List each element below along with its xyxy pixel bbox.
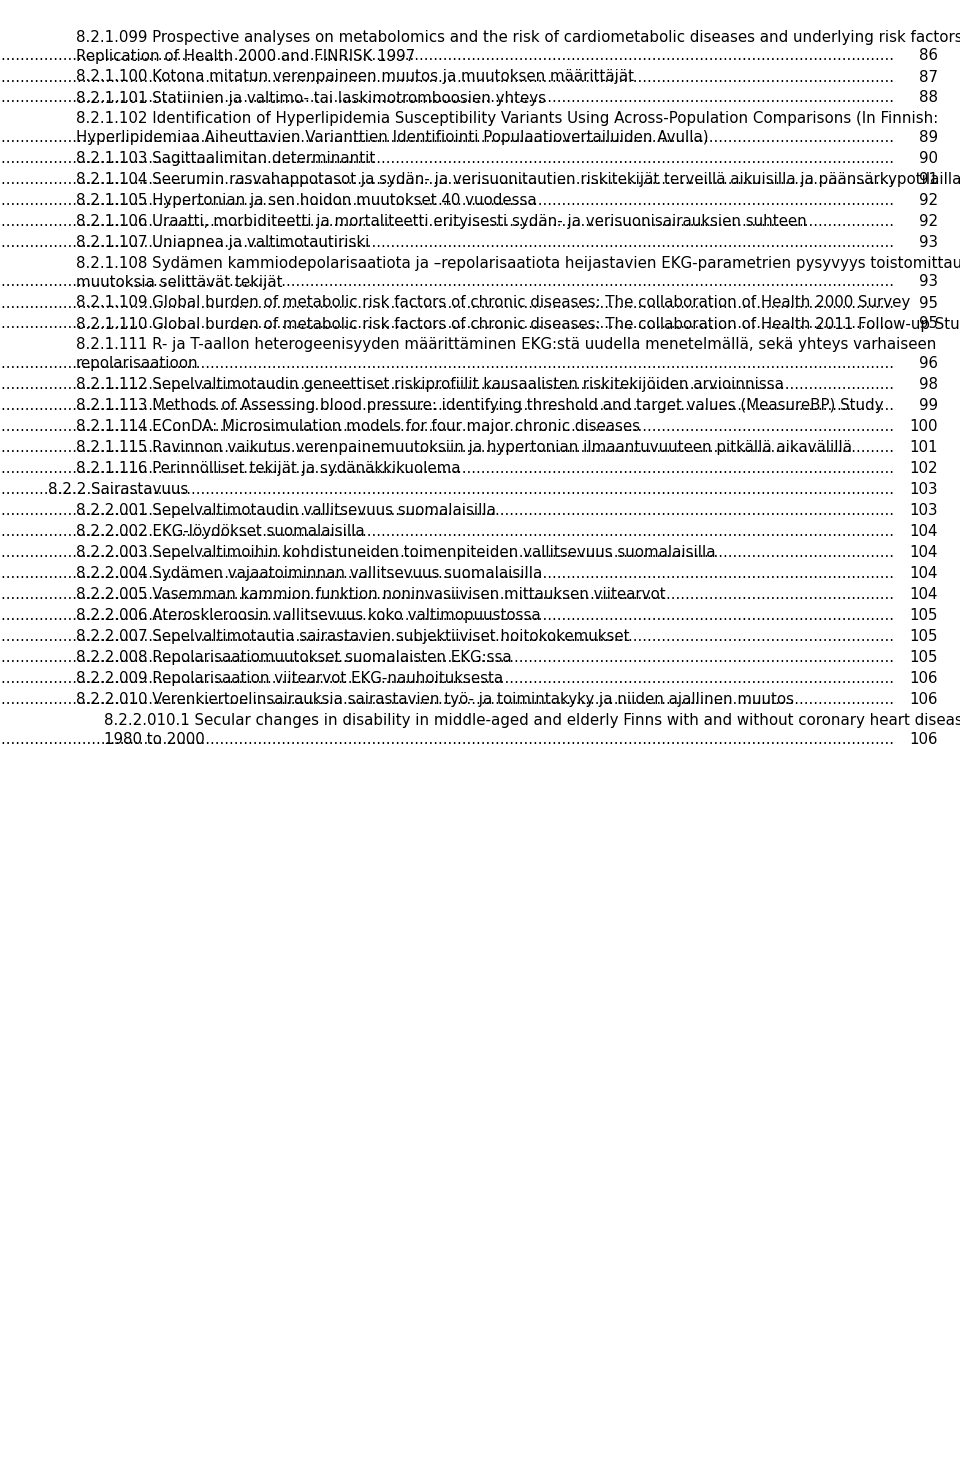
Text: ................................................................................: ........................................… [0,316,894,331]
Text: 8.2.2.010.1 Secular changes in disability in middle-aged and elderly Finns with : 8.2.2.010.1 Secular changes in disabilit… [104,713,960,728]
Text: ................................................................................: ........................................… [0,502,894,519]
Text: ................................................................................: ........................................… [0,48,894,63]
Text: 98: 98 [919,377,938,393]
Text: 89: 89 [919,130,938,145]
Text: 8.2.2.003 Sepelvaltimoihin kohdistuneiden toimenpiteiden vallitsevuus suomalaisi: 8.2.2.003 Sepelvaltimoihin kohdistuneide… [76,545,715,560]
Text: 8.2.1.105 Hypertonian ja sen hoidon muutokset 40 vuodessa: 8.2.1.105 Hypertonian ja sen hoidon muut… [76,193,537,208]
Text: ................................................................................: ........................................… [0,234,894,251]
Text: 99: 99 [919,398,938,413]
Text: 8.2.1.102 Identification of Hyperlipidemia Susceptibility Variants Using Across-: 8.2.1.102 Identification of Hyperlipidem… [76,111,938,126]
Text: 8.2.2.010 Verenkiertoelinsairauksia sairastavien työ- ja toimintakyky ja niiden : 8.2.2.010 Verenkiertoelinsairauksia sair… [76,691,794,708]
Text: 92: 92 [919,193,938,208]
Text: ................................................................................: ........................................… [0,214,894,229]
Text: 105: 105 [909,608,938,623]
Text: 87: 87 [919,69,938,85]
Text: 8.2.1.108 Sydämen kammiodepolarisaatiota ja –repolarisaatiota heijastavien EKG-p: 8.2.1.108 Sydämen kammiodepolarisaatiota… [76,256,960,271]
Text: ................................................................................: ........................................… [0,545,894,560]
Text: 106: 106 [909,691,938,708]
Text: 8.2.2.008 Repolarisaatiomuutokset suomalaisten EKG:ssa: 8.2.2.008 Repolarisaatiomuutokset suomal… [76,650,512,665]
Text: ................................................................................: ........................................… [0,461,894,476]
Text: 104: 104 [909,524,938,539]
Text: 96: 96 [919,356,938,371]
Text: 8.2.1.106 Uraatti, morbiditeetti ja mortaliteetti erityisesti sydän- ja verisuon: 8.2.1.106 Uraatti, morbiditeetti ja mort… [76,214,806,229]
Text: ................................................................................: ........................................… [0,440,894,456]
Text: ................................................................................: ........................................… [0,69,894,85]
Text: ................................................................................: ........................................… [0,628,894,645]
Text: ................................................................................: ........................................… [0,524,894,539]
Text: 95: 95 [919,296,938,311]
Text: ................................................................................: ........................................… [0,731,894,747]
Text: 8.2.2.005 Vasemman kammion funktion noninvasiivisen mittauksen viitearvot: 8.2.2.005 Vasemman kammion funktion noni… [76,587,665,602]
Text: ................................................................................: ........................................… [0,650,894,665]
Text: ................................................................................: ........................................… [0,691,894,708]
Text: ................................................................................: ........................................… [0,356,894,371]
Text: 8.2.1.101 Statiinien ja valtimo- tai laskimotromboosien yhteys: 8.2.1.101 Statiinien ja valtimo- tai las… [76,91,546,105]
Text: ................................................................................: ........................................… [0,171,894,188]
Text: 104: 104 [909,565,938,582]
Text: ................................................................................: ........................................… [0,91,894,105]
Text: 8.2.1.107 Uniapnea ja valtimotautiriski: 8.2.1.107 Uniapnea ja valtimotautiriski [76,234,370,251]
Text: 101: 101 [909,440,938,456]
Text: 90: 90 [919,151,938,166]
Text: ................................................................................: ........................................… [0,398,894,413]
Text: 8.2.2.009 Repolarisaation viitearvot EKG-nauhoituksesta: 8.2.2.009 Repolarisaation viitearvot EKG… [76,671,503,686]
Text: 103: 103 [909,482,938,497]
Text: 95: 95 [919,316,938,331]
Text: 86: 86 [919,48,938,63]
Text: repolarisaatioon: repolarisaatioon [76,356,199,371]
Text: 8.2.2 Sairastavuus: 8.2.2 Sairastavuus [48,482,188,497]
Text: 8.2.1.116 Perinnölliset tekijät ja sydänäkkikuolema: 8.2.1.116 Perinnölliset tekijät ja sydän… [76,461,461,476]
Text: ................................................................................: ........................................… [0,296,894,311]
Text: 8.2.1.110 Global burden of metabolic risk factors of chronic diseases: The colla: 8.2.1.110 Global burden of metabolic ris… [76,316,960,331]
Text: 8.2.1.103 Sagittaalimitan determinantit: 8.2.1.103 Sagittaalimitan determinantit [76,151,375,166]
Text: ................................................................................: ........................................… [0,565,894,582]
Text: 8.2.1.112 Sepelvaltimotaudin geneettiset riskiprofiilit kausaalisten riskitekijö: 8.2.1.112 Sepelvaltimotaudin geneettiset… [76,377,784,393]
Text: 8.2.2.002 EKG-löydökset suomalaisilla: 8.2.2.002 EKG-löydökset suomalaisilla [76,524,365,539]
Text: 8.2.2.007 Sepelvaltimotautia sairastavien subjektiiviset hoitokokemukset: 8.2.2.007 Sepelvaltimotautia sairastavie… [76,628,630,645]
Text: ................................................................................: ........................................… [0,130,894,145]
Text: 8.2.2.006 Ateroskleroosin vallitsevuus koko valtimopuustossa: 8.2.2.006 Ateroskleroosin vallitsevuus k… [76,608,540,623]
Text: ................................................................................: ........................................… [0,419,894,434]
Text: 8.2.1.113 Methods of Assessing blood pressure: identifying threshold and target : 8.2.1.113 Methods of Assessing blood pre… [76,398,883,413]
Text: 104: 104 [909,545,938,560]
Text: 104: 104 [909,587,938,602]
Text: 91: 91 [919,171,938,188]
Text: ................................................................................: ........................................… [0,193,894,208]
Text: 8.2.1.114 EConDA: Microsimulation models for four major chronic diseases: 8.2.1.114 EConDA: Microsimulation models… [76,419,640,434]
Text: ................................................................................: ........................................… [0,608,894,623]
Text: 100: 100 [909,419,938,434]
Text: 106: 106 [909,731,938,747]
Text: 8.2.1.109 Global burden of metabolic risk factors of chronic diseases: The colla: 8.2.1.109 Global burden of metabolic ris… [76,296,910,311]
Text: 8.2.1.099 Prospective analyses on metabolomics and the risk of cardiometabolic d: 8.2.1.099 Prospective analyses on metabo… [76,29,960,45]
Text: 1980 to 2000: 1980 to 2000 [104,731,204,747]
Text: ................................................................................: ........................................… [0,377,894,393]
Text: 8.2.2.004 Sydämen vajaatoiminnan vallitsevuus suomalaisilla: 8.2.2.004 Sydämen vajaatoiminnan vallits… [76,565,542,582]
Text: 106: 106 [909,671,938,686]
Text: 8.2.1.115 Ravinnon vaikutus verenpainemuutoksiin ja hypertonian ilmaantuvuuteen : 8.2.1.115 Ravinnon vaikutus verenpainemu… [76,440,852,456]
Text: ................................................................................: ........................................… [0,151,894,166]
Text: 8.2.1.111 R- ja T-aallon heterogeenisyyden määrittäminen EKG:stä uudella menetel: 8.2.1.111 R- ja T-aallon heterogeenisyyd… [76,337,936,353]
Text: 8.2.2.001 Sepelvaltimotaudin vallitsevuus suomalaisilla: 8.2.2.001 Sepelvaltimotaudin vallitsevuu… [76,502,496,519]
Text: Hyperlipidemiaa Aiheuttavien Varianttien Identifiointi Populaatiovertailuiden Av: Hyperlipidemiaa Aiheuttavien Varianttien… [76,130,708,145]
Text: 93: 93 [919,274,938,290]
Text: 88: 88 [919,91,938,105]
Text: Replication of Health 2000 and FINRISK 1997: Replication of Health 2000 and FINRISK 1… [76,48,415,63]
Text: 92: 92 [919,214,938,229]
Text: ................................................................................: ........................................… [0,587,894,602]
Text: 93: 93 [919,234,938,251]
Text: 103: 103 [909,502,938,519]
Text: ................................................................................: ........................................… [0,274,894,290]
Text: ................................................................................: ........................................… [0,482,894,497]
Text: 105: 105 [909,628,938,645]
Text: 102: 102 [909,461,938,476]
Text: 8.2.1.104 Seerumin rasvahappotasot ja sydän- ja verisuonitautien riskitekijät te: 8.2.1.104 Seerumin rasvahappotasot ja sy… [76,171,960,188]
Text: muutoksia selittävät tekijät: muutoksia selittävät tekijät [76,274,282,290]
Text: 105: 105 [909,650,938,665]
Text: ................................................................................: ........................................… [0,671,894,686]
Text: 8.2.1.100 Kotona mitatun verenpaineen muutos ja muutoksen määrittäjät: 8.2.1.100 Kotona mitatun verenpaineen mu… [76,69,634,85]
